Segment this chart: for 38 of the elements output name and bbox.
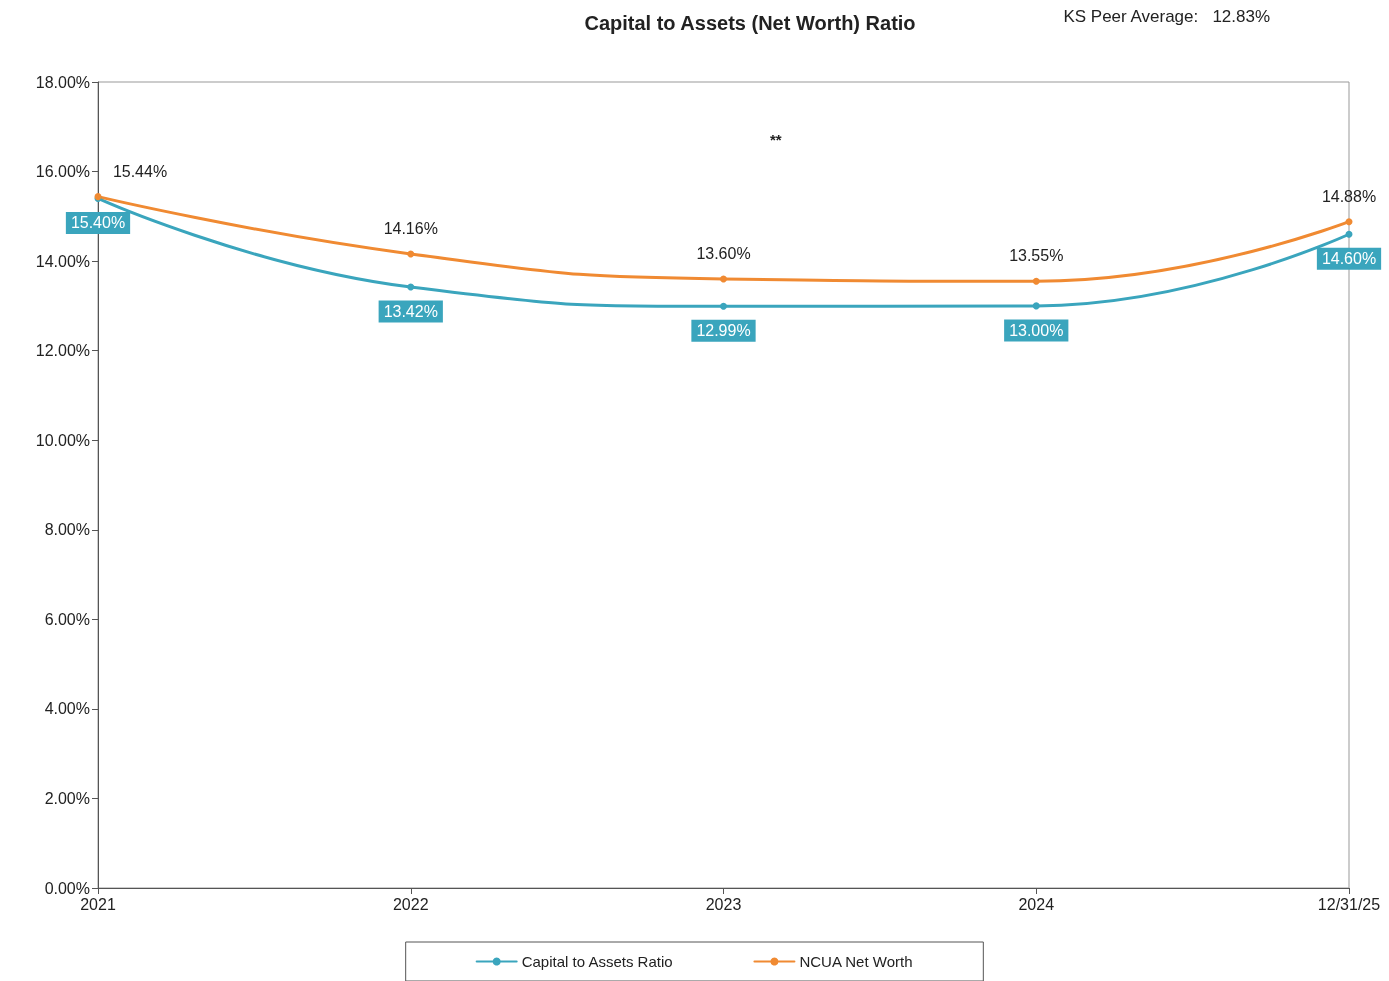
data-label: 14.88% (1321, 187, 1377, 205)
point (720, 302, 727, 310)
data-label: 13.42% (383, 303, 438, 321)
y-tick-label: 12.00% (35, 342, 90, 360)
text: KS Peer Average: 12.83% (1063, 7, 1271, 26)
x-tick-label: 2024 (1018, 895, 1055, 913)
point (407, 250, 415, 258)
data-label: 13.00% (1009, 321, 1064, 339)
x-tick-label: 2021 (80, 895, 116, 913)
y-tick-label: 2.00% (44, 789, 90, 807)
point (407, 283, 415, 291)
data-label: 12.99% (696, 322, 751, 340)
data-label: 13.55% (1009, 247, 1064, 265)
y-tick-label: 18.00% (35, 73, 90, 91)
y-tick-label: 10.00% (35, 431, 90, 449)
legend-label: Capital to Assets Ratio (521, 953, 673, 970)
y-tick-label: 16.00% (35, 163, 90, 181)
point (1345, 218, 1353, 226)
x-tick-label: 2023 (705, 895, 742, 913)
chart-title: Capital to Assets (Net Worth) Ratio (584, 12, 916, 34)
point (1032, 277, 1040, 285)
point (720, 275, 727, 283)
x-tick-label: 12/31/25 (1317, 895, 1381, 913)
point (1345, 230, 1353, 238)
y-tick-label: 6.00% (44, 610, 90, 628)
y-tick-label: 4.00% (44, 700, 90, 718)
data-label: 15.40% (70, 214, 126, 232)
data-label: 15.44% (112, 162, 168, 180)
data-label: 14.60% (1321, 250, 1377, 268)
point (1032, 302, 1040, 310)
y-tick-label: 0.00% (44, 879, 90, 897)
data-label: 13.60% (696, 245, 751, 263)
data-label: 14.16% (383, 219, 438, 237)
legend-label: NCUA Net Worth (799, 953, 913, 970)
x-tick-label: 2022 (392, 895, 429, 913)
y-tick-label: 8.00% (44, 521, 90, 539)
y-tick-label: 14.00% (35, 252, 90, 270)
annotation: ** (770, 131, 782, 148)
